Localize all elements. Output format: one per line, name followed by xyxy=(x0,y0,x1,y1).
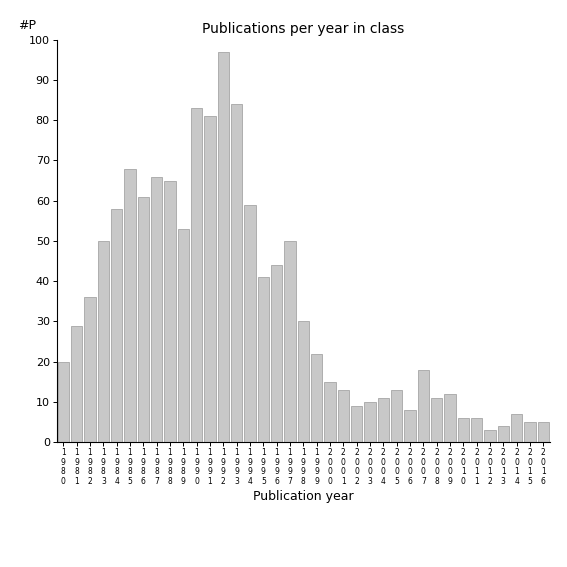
Bar xyxy=(391,390,403,442)
Bar xyxy=(244,205,256,442)
Bar xyxy=(71,325,82,442)
Bar xyxy=(418,370,429,442)
Bar xyxy=(511,414,522,442)
Bar xyxy=(164,180,176,442)
X-axis label: Publication year: Publication year xyxy=(253,490,354,503)
Bar xyxy=(58,362,69,442)
Bar xyxy=(138,197,149,442)
Bar xyxy=(311,354,323,442)
Bar xyxy=(231,104,242,442)
Bar xyxy=(257,277,269,442)
Bar xyxy=(338,390,349,442)
Bar xyxy=(351,406,362,442)
Bar xyxy=(204,116,215,442)
Bar xyxy=(524,422,536,442)
Bar xyxy=(431,398,442,442)
Bar xyxy=(471,418,483,442)
Bar xyxy=(538,422,549,442)
Bar xyxy=(271,265,282,442)
Bar xyxy=(484,430,496,442)
Bar xyxy=(445,394,456,442)
Title: Publications per year in class: Publications per year in class xyxy=(202,22,404,36)
Bar xyxy=(298,321,309,442)
Bar xyxy=(498,426,509,442)
Bar xyxy=(98,241,109,442)
Bar xyxy=(218,52,229,442)
Bar xyxy=(404,410,416,442)
Bar xyxy=(458,418,469,442)
Bar xyxy=(111,209,122,442)
Bar xyxy=(191,108,202,442)
Y-axis label: #P: #P xyxy=(18,19,36,32)
Bar xyxy=(124,168,136,442)
Bar xyxy=(365,402,376,442)
Bar xyxy=(84,297,96,442)
Bar xyxy=(324,382,336,442)
Bar xyxy=(177,229,189,442)
Bar xyxy=(378,398,389,442)
Bar xyxy=(284,241,295,442)
Bar xyxy=(151,176,162,442)
